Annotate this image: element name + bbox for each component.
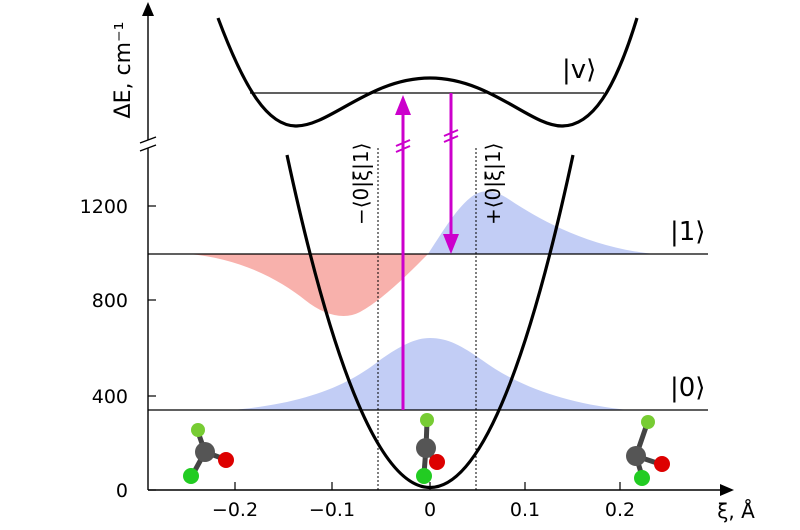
upward-transition-arrow — [395, 95, 411, 410]
y-tick-label-800: 800 — [92, 290, 128, 312]
state-label-ground: |0⟩ — [670, 373, 705, 403]
state-label-first: |1⟩ — [670, 217, 705, 247]
x-tick-label-m01: −0.1 — [309, 499, 355, 521]
x-tick-label-02: 0.2 — [605, 499, 635, 521]
first-state-negative-lobe — [188, 254, 428, 316]
excited-potential-curve — [216, 17, 639, 128]
ground-potential-curve — [285, 154, 575, 490]
x-tick-label-0: 0 — [424, 499, 436, 521]
molecule-left — [183, 423, 234, 484]
state-label-excited: |v⟩ — [562, 55, 596, 85]
minus-expectation-label: −⟨0|ξ|1⟩ — [349, 143, 373, 225]
x-tick-label-01: 0.1 — [510, 499, 540, 521]
y-tick-label-400: 400 — [92, 386, 128, 408]
y-axis-break-gap — [140, 140, 156, 148]
x-axis-title: ξ, Å — [717, 499, 755, 523]
first-state-positive-lobe — [428, 191, 655, 254]
x-tick-label-m02: −0.2 — [212, 499, 258, 521]
downward-transition-arrow — [443, 93, 459, 254]
y-axis-title: ΔE, cm⁻¹ — [111, 22, 136, 119]
plus-expectation-label: +⟨0|ξ|1⟩ — [481, 143, 505, 225]
ground-state-wavefunction — [232, 338, 628, 410]
y-tick-label-0: 0 — [116, 480, 128, 502]
y-axis-break-mark-top — [139, 136, 157, 144]
molecule-center — [416, 413, 445, 484]
y-axis-break-mark-bottom — [139, 144, 157, 152]
y-tick-label-1200: 1200 — [80, 196, 128, 218]
molecule-right — [626, 415, 670, 486]
y-axis-arrowhead — [142, 2, 154, 16]
x-axis-arrowhead — [720, 484, 734, 496]
